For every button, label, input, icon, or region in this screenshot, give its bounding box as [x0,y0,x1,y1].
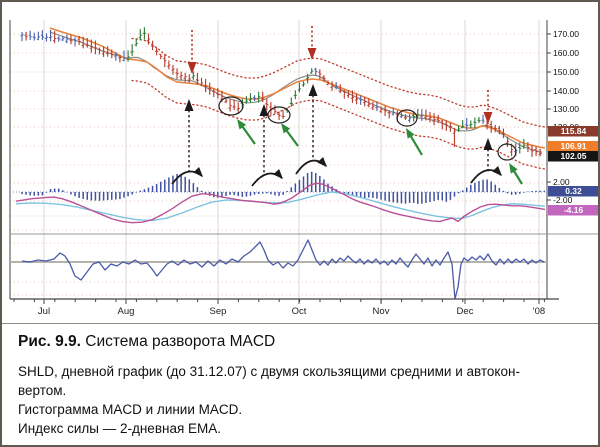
force-index-panel [10,239,547,300]
svg-text:Nov: Nov [373,306,390,317]
svg-text:Oct: Oct [292,306,307,317]
caption-title: Рис. 9.9. Система разворота MACD [18,333,586,351]
figure-label: Рис. 9.9. [18,333,81,350]
svg-text:130.00: 130.00 [553,104,579,114]
caption-line-2: вертом. [18,383,67,398]
svg-text:Jul: Jul [38,306,50,317]
caption-separator [2,323,598,324]
svg-text:170.00: 170.00 [553,29,579,39]
annotations [171,26,523,187]
caption-line-3: Гистограмма MACD и линии MACD. [18,402,243,417]
value-badge-upper-envelope [548,126,598,137]
value-badge-macd-line-value [548,205,598,216]
caption-line-4: Индекс силы — 2-дневная ЕМА. [18,421,222,436]
price-bars [20,27,542,157]
svg-text:'08: '08 [533,306,545,317]
y-axis-tick-labels: 170.00160.00150.00140.00130.00120.002.00… [547,29,579,205]
value-badge-slow-ema [548,141,598,152]
svg-text:160.00: 160.00 [553,48,579,58]
svg-text:140.00: 140.00 [553,86,579,96]
figure-caption: Рис. 9.9. Система разворота MACD SHLD, д… [2,324,598,438]
svg-text:-4.16: -4.16 [564,205,584,215]
svg-text:150.00: 150.00 [553,67,579,77]
svg-text:102.05: 102.05 [561,151,587,161]
grid-lines [10,20,547,299]
figure-title: Система разворота MACD [85,333,276,350]
price-panel [49,27,546,170]
svg-text:-2.00: -2.00 [553,195,573,205]
svg-text:115.84: 115.84 [561,126,587,136]
svg-text:106.91: 106.91 [561,141,587,151]
x-axis-month-labels: Jul Aug Sep Oct Nov Dec '08 [38,306,545,317]
svg-text:2.00: 2.00 [553,177,570,187]
svg-text:Aug: Aug [118,306,135,317]
svg-text:Dec: Dec [457,306,474,317]
macd-panel [10,171,547,224]
svg-text:Sep: Sep [210,306,227,317]
value-badge-histogram-value [548,186,598,197]
value-badge-last-price [548,151,598,162]
axes [9,20,598,304]
caption-line-1: SHLD, дневной график (до 31.12.07) с дву… [18,364,520,379]
svg-text:0.32: 0.32 [565,186,582,196]
